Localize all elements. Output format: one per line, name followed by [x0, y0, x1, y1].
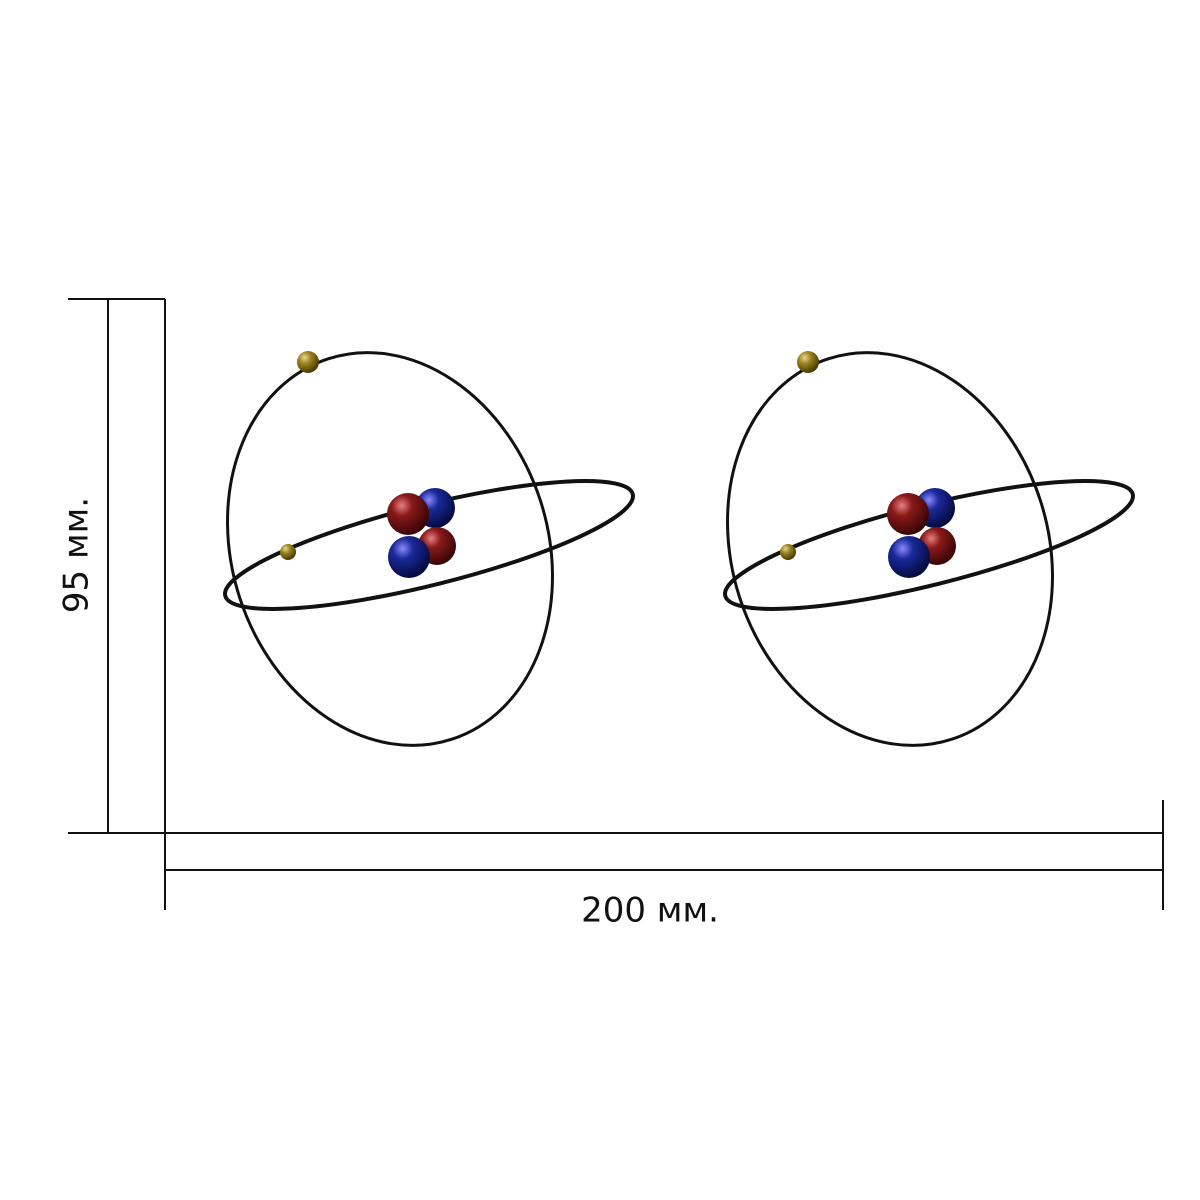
height-label: 95 мм. — [57, 497, 97, 613]
height-dimension: 95 мм. — [57, 298, 166, 834]
atom-left — [175, 307, 645, 791]
width-dimension: 200 мм. — [164, 800, 1164, 931]
width-label: 200 мм. — [581, 891, 719, 931]
atom-right — [675, 307, 1145, 791]
